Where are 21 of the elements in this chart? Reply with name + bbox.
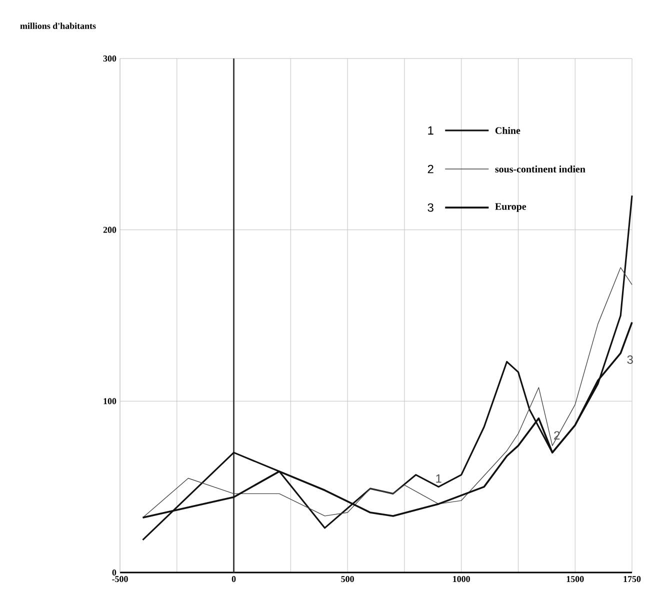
x-tick-label: 1500 bbox=[566, 576, 584, 582]
x-tick-label: 500 bbox=[341, 576, 354, 582]
y-tick-label: 300 bbox=[103, 55, 116, 62]
x-tick-label: 1000 bbox=[453, 576, 470, 582]
line-series bbox=[142, 194, 633, 541]
x-tick-label: 0 bbox=[232, 576, 236, 582]
legend-label: Chine bbox=[495, 126, 520, 134]
y-axis-title: millions d'habitants bbox=[20, 22, 96, 29]
y-tick-label: 0 bbox=[112, 569, 116, 576]
y-tick-label: 200 bbox=[103, 226, 116, 233]
annotation: 3 bbox=[627, 355, 633, 364]
legend-label: sous-continent indien bbox=[495, 165, 586, 173]
annotation: 3 bbox=[428, 203, 434, 212]
line-series bbox=[142, 267, 632, 518]
annotation: 1 bbox=[428, 126, 434, 135]
annotation: 1 bbox=[436, 474, 442, 483]
x-tick-label: 1750 bbox=[624, 576, 641, 582]
annotation: 2 bbox=[428, 164, 434, 174]
y-tick-label: 100 bbox=[104, 398, 116, 404]
x-tick-label: -500 bbox=[112, 576, 128, 582]
legend-label: Europe bbox=[495, 203, 526, 212]
